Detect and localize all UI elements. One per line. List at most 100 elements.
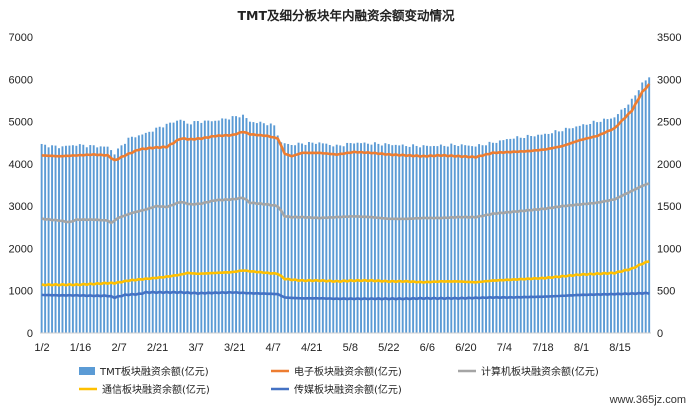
tmt-bar [457,146,460,333]
y-left-tick-label: 5000 [9,117,33,129]
tmt-bar [148,131,151,333]
tmt-bar [415,145,418,333]
tmt-bar [644,80,647,333]
legend-item-computer: 计算机板块融资余额(亿元) [458,365,599,378]
tmt-bar [505,139,508,333]
legend-item-media: 传媒板块融资余额(亿元) [271,383,402,396]
tmt-bar [623,107,626,334]
tmt-bar [207,120,210,333]
legend-label-electronics: 电子板块融资余额(亿元) [294,365,402,378]
tmt-bar [134,137,137,333]
tmt-bar [248,121,251,334]
tmt-bar [311,142,314,333]
tmt-bar [464,145,467,333]
tmt-bar [238,117,241,333]
legend-swatch-tmt [79,367,95,375]
tmt-bar [68,145,71,333]
tmt-bars [40,77,651,334]
tmt-bar [255,123,258,333]
tmt-bar [287,143,290,333]
tmt-bar [44,144,47,333]
tmt-bar [113,154,116,333]
tmt-bar [280,142,283,333]
right-axis: 0 500 1000 1500 2000 2500 3000 3500 [657,32,681,340]
tmt-bar [478,144,481,333]
tmt-bar [453,145,456,333]
x-tick-label: 6/20 [455,342,476,354]
tmt-bar [151,131,154,333]
y-left-tick-label: 2000 [9,243,33,255]
tmt-bar [630,98,633,334]
y-left-tick-label: 1000 [9,286,33,298]
tmt-bar [419,147,422,333]
tmt-bar [294,145,297,333]
tmt-bar [155,127,158,334]
tmt-bar [221,118,224,333]
tmt-bar [557,131,560,333]
tmt-bar [436,146,439,333]
watermark: www.365jz.com [609,394,686,406]
tmt-bar [537,134,540,333]
legend-item-tmt: TMT板块融资余额(亿元) [79,365,209,378]
tmt-bar [509,138,512,333]
y-right-tick-label: 3500 [657,32,681,44]
tmt-bar [360,143,362,333]
y-right-tick-label: 3000 [657,74,681,86]
tmt-bar [412,144,415,333]
tmt-bar [235,116,238,333]
tmt-bar [224,118,227,333]
tmt-bar [429,146,432,333]
tmt-bar [610,118,612,333]
tmt-bar [641,82,644,333]
x-tick-label: 1/16 [70,342,91,354]
tmt-bar [321,143,324,333]
tmt-bar [533,136,536,333]
tmt-bar [162,127,165,333]
tmt-bar [485,145,487,333]
tmt-bar [377,143,380,333]
tmt-bar [551,133,553,333]
tmt-bar [106,146,109,333]
tmt-bar [516,136,519,333]
tmt-bar [183,120,185,333]
tmt-bar [283,143,286,333]
tmt-bar [96,147,99,333]
tmt-bar [498,140,501,333]
x-tick-label: 2/7 [111,342,126,354]
tmt-bar [117,148,119,333]
tmt-bar [512,138,515,333]
tmt-bar [217,120,220,333]
tmt-bar [103,146,106,333]
tmt-bar [276,135,279,333]
tmt-bar [603,118,605,333]
legend-item-telecom: 通信板块融资余额(亿元) [79,383,210,396]
tmt-bar [137,135,140,333]
y-right-tick-label: 1500 [657,201,681,213]
tmt-bar [189,124,192,333]
tmt-bar [589,123,592,334]
x-tick-label: 1/2 [34,342,49,354]
tmt-bar [304,144,307,333]
tmt-bar [627,104,630,333]
legend: TMT板块融资余额(亿元) 电子板块融资余额(亿元) 计算机板块融资余额(亿元)… [79,365,599,396]
y-left-tick-label: 6000 [9,74,33,86]
tmt-bar [439,144,442,333]
tmt-bar [481,145,484,333]
tmt-bar [353,143,356,333]
tmt-bar [245,118,248,333]
tmt-bar [578,125,581,333]
tmt-bar [460,144,463,333]
tmt-bar [78,144,81,333]
tmt-bar [592,120,595,334]
tmt-bar [58,148,60,333]
y-left-tick-label: 3000 [9,201,33,213]
tmt-bar [401,144,404,333]
tmt-bar [613,117,616,334]
y-right-tick-label: 500 [657,286,675,298]
tmt-bar [450,143,453,333]
tmt-bar [585,124,588,333]
x-tick-label: 6/6 [420,342,435,354]
left-axis: 0 1000 2000 3000 4000 5000 6000 7000 [9,32,33,340]
tmt-bar [85,147,88,333]
